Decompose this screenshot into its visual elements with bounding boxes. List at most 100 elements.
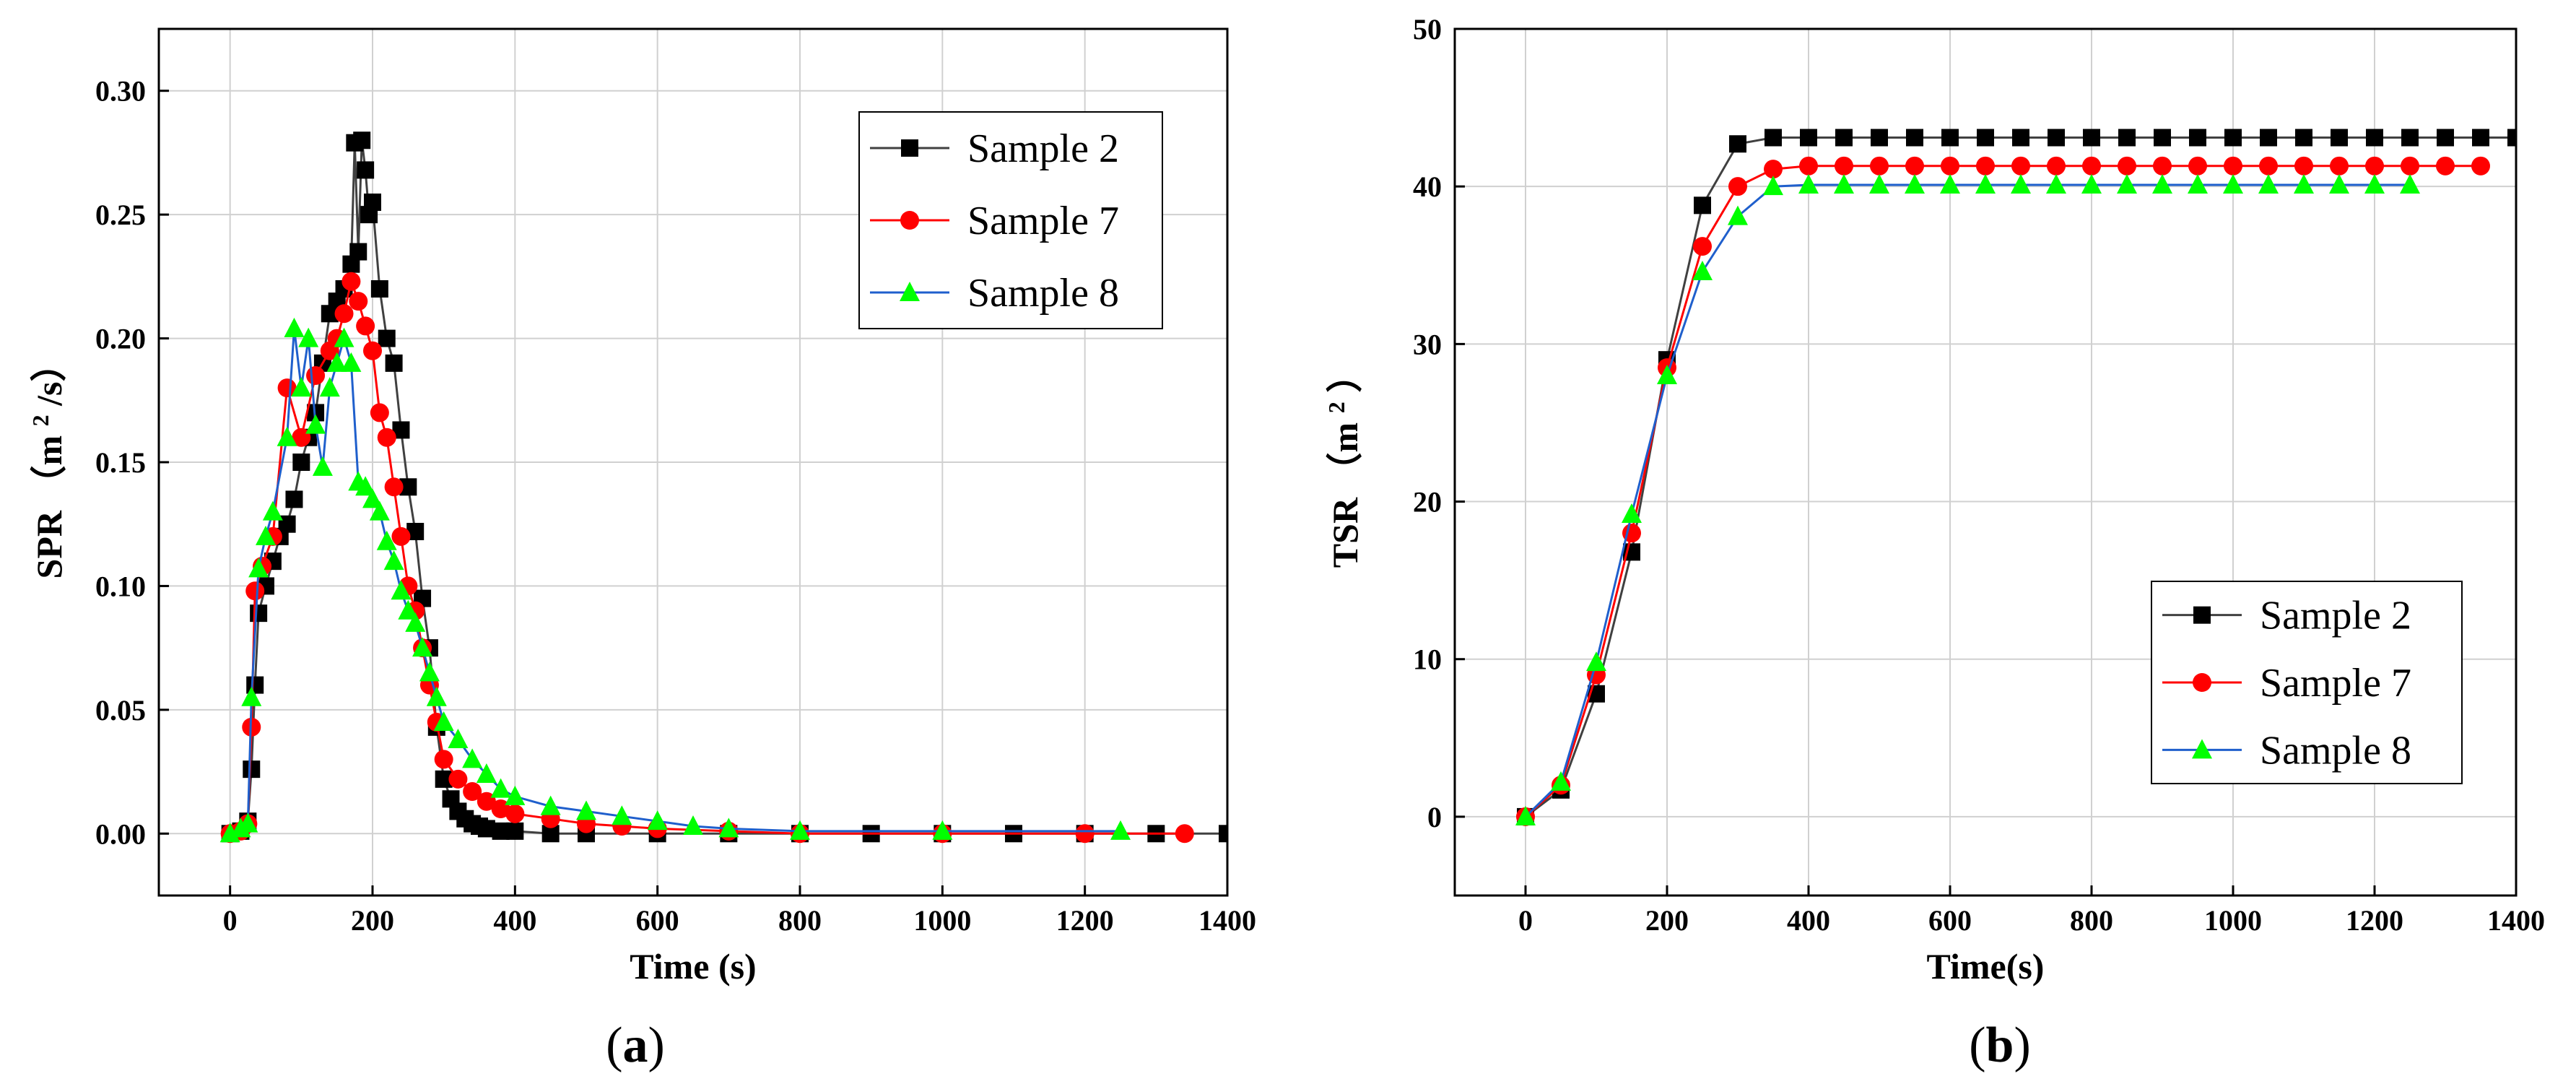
- data-point: [243, 760, 261, 779]
- data-point: [2188, 156, 2207, 175]
- data-point: [2154, 129, 2171, 147]
- data-point: [341, 272, 361, 291]
- panel-label-close: ): [2014, 1018, 2030, 1073]
- panel-label-open: (: [1969, 1018, 1985, 1073]
- data-point: [506, 822, 524, 840]
- data-point: [476, 763, 497, 783]
- data-point: [2224, 156, 2242, 175]
- data-point: [277, 378, 297, 398]
- data-point: [250, 604, 268, 623]
- data-point: [2046, 174, 2066, 194]
- data-point: [2259, 156, 2278, 175]
- data-point: [1906, 129, 1923, 147]
- data-point: [1763, 175, 1783, 196]
- data-point: [2472, 129, 2489, 147]
- data-point: [2118, 129, 2136, 147]
- data-point: [384, 477, 404, 497]
- data-point: [462, 748, 483, 768]
- data-point: [1692, 261, 1713, 280]
- y-axis-title-main: TSR: [1325, 497, 1365, 568]
- data-point: [505, 804, 525, 823]
- legend-marker: [900, 211, 919, 230]
- data-point: [2189, 129, 2206, 147]
- data-point: [2153, 156, 2172, 175]
- data-point: [1941, 156, 1959, 175]
- panel-label-b: (b): [1969, 1018, 2031, 1073]
- data-point: [2437, 129, 2454, 147]
- data-point: [1728, 205, 1748, 225]
- x-tick-label: 800: [778, 904, 822, 937]
- data-point: [2294, 156, 2313, 175]
- legend-item: Sample 8: [870, 271, 1119, 316]
- series-line: [230, 277, 1185, 835]
- x-tick-label: 400: [493, 904, 536, 937]
- x-tick-label: 200: [351, 904, 394, 937]
- data-point: [2118, 156, 2136, 175]
- x-tick-label: 0: [223, 904, 238, 937]
- y-tick-label: 0.30: [95, 75, 146, 108]
- data-point: [405, 612, 426, 632]
- data-point: [1110, 820, 1131, 840]
- y-tick-label: 0.05: [95, 694, 146, 727]
- data-point: [1905, 174, 1925, 194]
- panel-label-letter: a: [623, 1018, 648, 1073]
- x-tick-label: 800: [2070, 904, 2113, 937]
- data-point: [262, 500, 283, 521]
- data-point: [505, 785, 526, 805]
- y-tick-label: 0.20: [95, 323, 146, 355]
- x-axis-title: Time (s): [630, 946, 756, 987]
- data-point: [238, 812, 258, 833]
- data-point: [246, 676, 264, 694]
- legend-label: Sample 7: [967, 199, 1119, 243]
- data-point: [398, 599, 419, 620]
- data-point: [1586, 651, 1606, 672]
- data-point: [1835, 129, 1853, 147]
- legend-marker: [901, 139, 918, 157]
- series-sample-8: [219, 317, 1131, 843]
- data-point: [433, 711, 454, 731]
- data-point: [306, 366, 326, 385]
- data-point: [241, 686, 262, 706]
- data-point: [369, 500, 390, 521]
- data-point: [362, 488, 383, 508]
- data-point: [1941, 129, 1959, 147]
- legend-item: Sample 8: [2162, 728, 2411, 773]
- chart-panel-b: 0 200 400 600 800 1000 1200 1400 0 10 20 30 40 50 Tim…: [1323, 13, 2545, 1073]
- data-point: [2117, 174, 2137, 194]
- legend-label: Sample 2: [2260, 594, 2411, 638]
- legend: Sample 2 Sample 7 Sample 8: [2151, 581, 2463, 784]
- data-point: [284, 317, 305, 337]
- data-point: [326, 352, 347, 372]
- data-point: [378, 329, 396, 347]
- data-point: [364, 194, 381, 211]
- series-line: [1525, 165, 2481, 818]
- plot-area: [1515, 129, 2516, 826]
- legend-item: Sample 7: [2162, 661, 2411, 706]
- data-point: [718, 818, 739, 838]
- data-point: [363, 341, 382, 360]
- data-point: [1551, 771, 1571, 791]
- legend-marker: [900, 282, 920, 301]
- data-point: [2258, 174, 2279, 194]
- x-tick-label: 1200: [1056, 904, 1114, 937]
- data-point: [1870, 156, 1889, 175]
- data-point: [1800, 129, 1817, 147]
- y-tick-label: 20: [1413, 486, 1442, 519]
- data-point: [277, 426, 297, 446]
- data-point: [1693, 237, 1712, 256]
- data-point: [2188, 174, 2208, 194]
- y-tick-label: 0: [1427, 801, 1442, 833]
- series-sample-7: [220, 272, 1194, 844]
- data-point: [2366, 129, 2383, 147]
- series-sample-8: [1515, 174, 2420, 825]
- data-point: [2081, 174, 2102, 194]
- data-point: [1834, 174, 1854, 194]
- y-axis-title-main: SPR: [29, 510, 69, 578]
- data-point: [319, 377, 340, 397]
- data-point: [448, 729, 469, 748]
- data-point: [349, 243, 367, 261]
- data-point: [312, 456, 333, 476]
- x-tick-label: 1000: [913, 904, 971, 937]
- data-point: [370, 280, 388, 298]
- x-tick-label: 0: [1518, 904, 1533, 937]
